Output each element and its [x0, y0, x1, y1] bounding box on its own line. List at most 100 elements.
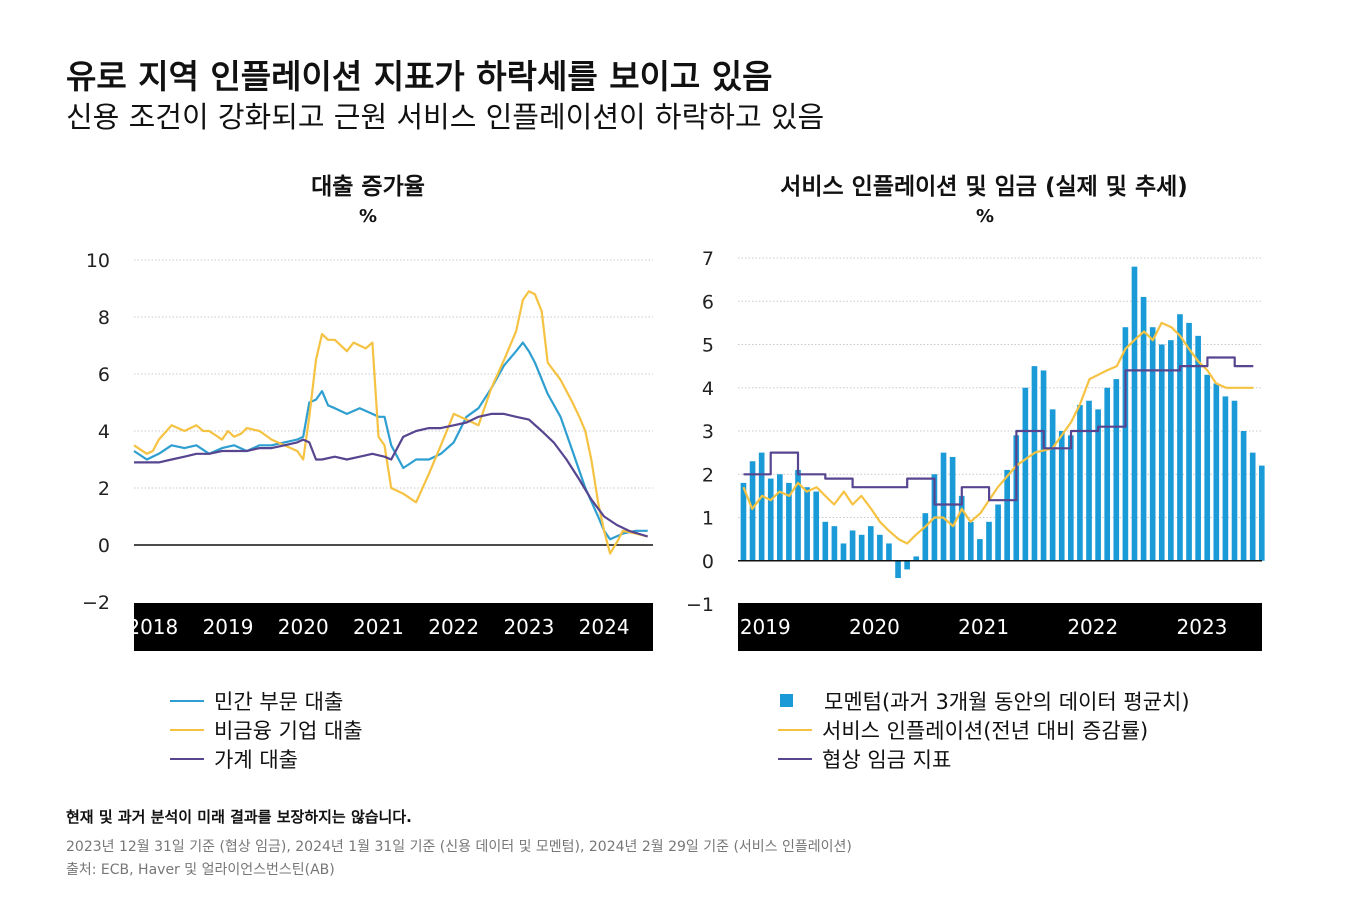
legend-label: 가계 대출 [214, 747, 298, 772]
momentum-bar [831, 526, 838, 561]
y-tick-label: 6 [702, 291, 714, 313]
momentum-bar [1240, 431, 1247, 561]
momentum-bar [1049, 409, 1056, 561]
momentum-bar [1022, 387, 1029, 561]
footer-source: 출처: ECB, Haver 및 얼라이언스번스틴(AB) [66, 862, 335, 878]
momentum-bar [777, 474, 783, 561]
momentum-bar [1213, 383, 1220, 561]
x-tick-label: 2021 [353, 615, 404, 639]
legend-item-household-loans: 가계 대출 [170, 744, 363, 773]
right-chart-unit: % [975, 206, 995, 227]
legend-swatch-yellow [170, 728, 204, 731]
legend-swatch-bar [780, 694, 793, 707]
momentum-bar [1004, 469, 1010, 561]
momentum-bar [849, 530, 856, 561]
momentum-bar [858, 534, 865, 561]
momentum-bar [904, 560, 910, 570]
x-tick-label: 2022 [428, 615, 479, 639]
legend-item-negotiated-wages: 협상 임금 지표 [778, 744, 1190, 773]
x-tick-label: 2023 [1177, 615, 1228, 639]
left-chart-title: 대출 증가율 [311, 174, 425, 200]
x-tick-label: 2020 [849, 615, 900, 639]
momentum-bar [1168, 340, 1174, 561]
momentum-bar [822, 521, 829, 561]
footer-dates: 2023년 12월 31일 기준 (협상 임금), 2024년 1월 31일 기… [66, 839, 852, 855]
x-tick-label: 2019 [203, 615, 254, 639]
y-tick-label: 0 [98, 535, 110, 557]
page-title: 유로 지역 인플레이션 지표가 하락세를 보이고 있음 [66, 57, 773, 96]
momentum-bar [1104, 387, 1111, 561]
momentum-bar [1177, 314, 1183, 561]
momentum-bar [1249, 452, 1256, 561]
disclaimer-note: 현재 및 과거 분석이 미래 결과를 보장하지는 않습니다. [66, 808, 412, 826]
momentum-bar [1113, 379, 1120, 561]
momentum-bar [886, 543, 892, 561]
legend-label: 협상 임금 지표 [822, 747, 952, 772]
legend-swatch-blue [170, 699, 204, 702]
momentum-bar [977, 539, 983, 561]
momentum-bar [1058, 431, 1065, 561]
legend-swatch-yellow [778, 728, 812, 731]
legend-item-services-inflation: 서비스 인플레이션(전년 대비 증감률) [778, 715, 1190, 744]
series-line-2 [134, 412, 649, 538]
momentum-bar [767, 478, 774, 561]
y-tick-label: 1 [702, 508, 714, 530]
series-line-1 [743, 356, 1254, 506]
momentum-bar [867, 526, 874, 561]
legend-item-corporate-loans: 비금융 기업 대출 [170, 715, 363, 744]
y-tick-label: 2 [702, 464, 714, 486]
momentum-bar [895, 560, 901, 579]
momentum-bar [1068, 435, 1074, 561]
momentum-bar [813, 491, 820, 561]
x-tick-label: 2023 [503, 615, 554, 639]
y-tick-label: −2 [82, 592, 110, 614]
legend-label: 민간 부문 대출 [214, 689, 344, 714]
momentum-bar [1040, 370, 1047, 561]
momentum-bar [749, 461, 756, 561]
momentum-bar [922, 513, 929, 561]
momentum-bar [786, 482, 792, 561]
legend-swatch-purple [170, 757, 204, 760]
momentum-bar [758, 452, 765, 561]
right-chart-title: 서비스 인플레이션 및 임금 (실제 및 추세) [780, 174, 1188, 200]
x-axis-band [134, 603, 653, 651]
y-tick-label: 2 [98, 478, 110, 500]
x-axis-band [738, 603, 1262, 651]
y-tick-label: 6 [98, 364, 110, 386]
momentum-bar [1204, 374, 1211, 561]
y-tick-label: 10 [86, 250, 110, 272]
left-chart-unit: % [358, 206, 378, 227]
y-tick-label: 4 [702, 378, 714, 400]
x-tick-label: 2018 [127, 615, 178, 639]
legend-item-momentum: 모멘텀(과거 3개월 동안의 데이터 평균치) [778, 686, 1190, 715]
legend-label: 비금융 기업 대출 [214, 718, 363, 743]
legend-label: 모멘텀(과거 3개월 동안의 데이터 평균치) [824, 689, 1190, 714]
y-tick-label: 5 [702, 335, 714, 357]
series-line-0 [742, 321, 1254, 545]
momentum-bar [1077, 405, 1083, 561]
y-tick-label: 8 [98, 307, 110, 329]
y-tick-label: 0 [702, 551, 714, 573]
momentum-bar [1195, 335, 1201, 561]
legend-item-private-loans: 민간 부문 대출 [170, 686, 363, 715]
momentum-bar [1222, 396, 1229, 561]
momentum-bar [1186, 322, 1192, 561]
momentum-bar [1158, 344, 1165, 561]
series-line-1 [133, 290, 648, 555]
momentum-bar [1140, 296, 1147, 561]
lending-growth-chart: 10 8 6 4 2 0 −2 2018 2019 2020 2021 2022 2023 2024 [82, 250, 653, 651]
momentum-bar [1095, 409, 1101, 561]
momentum-bar [1131, 266, 1138, 561]
momentum-bar [1231, 400, 1238, 561]
x-tick-label: 2019 [740, 615, 791, 639]
legend-swatch-purple [778, 757, 812, 760]
y-tick-label: 7 [702, 248, 714, 270]
y-tick-label: 3 [702, 421, 714, 443]
momentum-bar [958, 495, 965, 561]
momentum-bar [877, 534, 883, 561]
y-tick-label: −1 [686, 594, 714, 616]
momentum-bar [1031, 366, 1038, 561]
momentum-bar [1086, 400, 1092, 561]
momentum-bar [940, 452, 947, 561]
